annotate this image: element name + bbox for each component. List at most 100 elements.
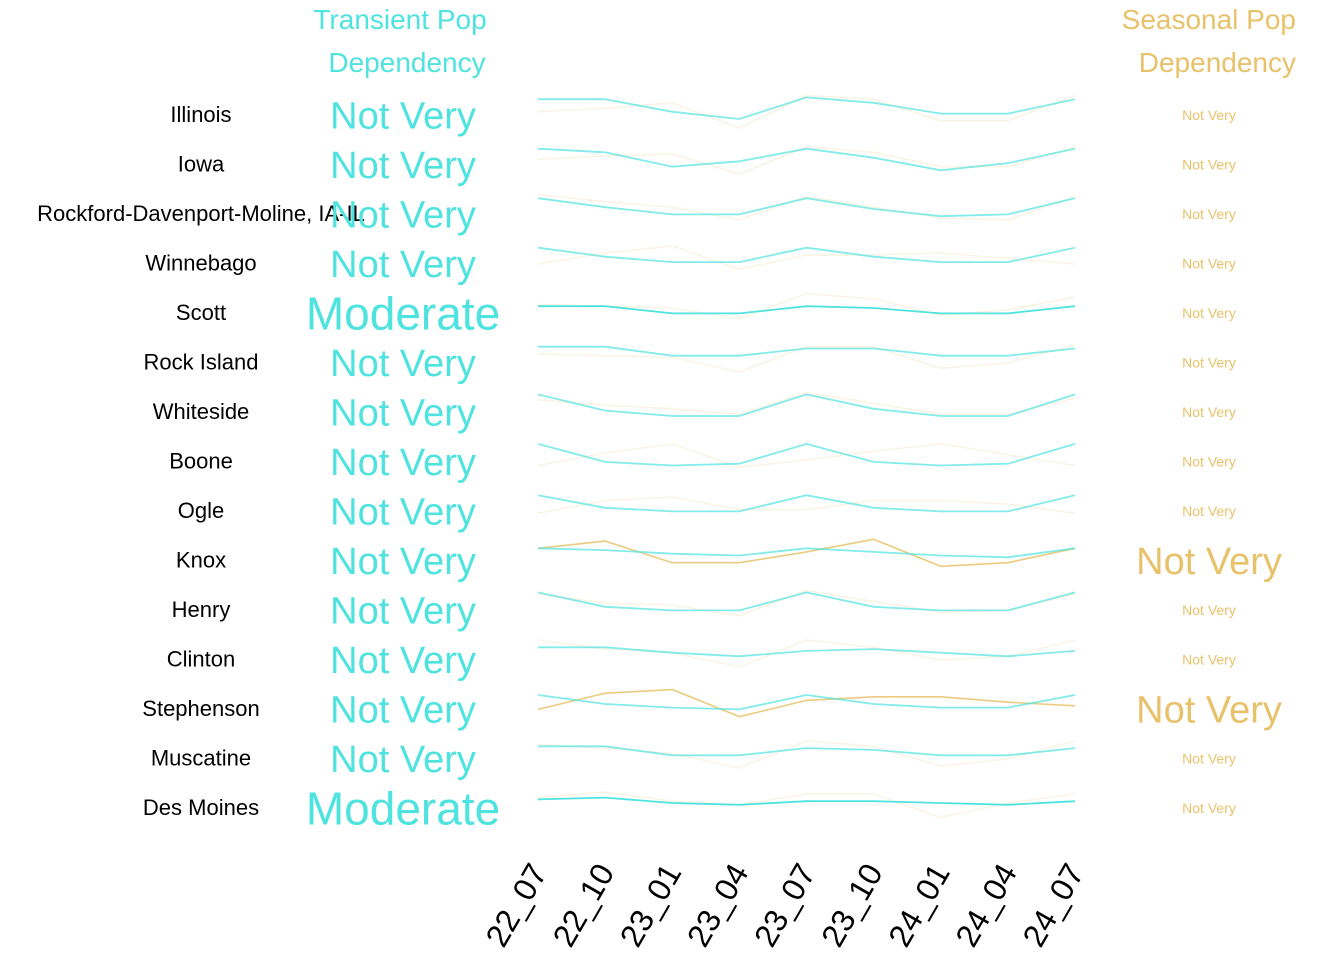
transient-dependency-label: Moderate bbox=[306, 783, 500, 835]
transient-dependency-label: Not Very bbox=[330, 541, 476, 583]
chart-row: Ogle Not Very Not Very bbox=[178, 492, 1236, 534]
transient-series-line bbox=[538, 646, 1076, 658]
region-label: Henry bbox=[172, 597, 231, 622]
transient-dependency-label: Not Very bbox=[330, 244, 476, 286]
transient-series-line bbox=[538, 305, 1076, 315]
transient-dependency-label: Not Very bbox=[330, 145, 476, 187]
x-tick-label: 23_04 bbox=[680, 858, 756, 953]
transient-dependency-label: Not Very bbox=[330, 393, 476, 435]
x-axis-ticks: 22_0722_1023_0123_0423_0723_1024_0124_04… bbox=[478, 858, 1091, 953]
seasonal-dependency-label: Not Very bbox=[1182, 454, 1236, 470]
region-label: Des Moines bbox=[143, 795, 259, 820]
seasonal-dependency-label: Not Very bbox=[1182, 107, 1236, 123]
chart-row: Knox Not Very Not Very bbox=[176, 538, 1282, 583]
region-label: Ogle bbox=[178, 498, 224, 523]
region-label: Muscatine bbox=[151, 746, 251, 771]
region-label: Clinton bbox=[167, 647, 235, 672]
seasonal-series-line bbox=[537, 589, 1076, 617]
chart-row: Clinton Not Very Not Very bbox=[167, 639, 1236, 682]
chart-row: Illinois Not Very Not Very bbox=[170, 94, 1236, 138]
x-tick-label: 23_01 bbox=[613, 858, 689, 953]
x-tick-label: 22_07 bbox=[478, 858, 554, 953]
seasonal-dependency-label: Not Very bbox=[1182, 800, 1236, 816]
chart-row: Henry Not Very Not Very bbox=[172, 589, 1236, 633]
seasonal-dependency-label: Not Very bbox=[1136, 541, 1282, 583]
transient-dependency-label: Not Very bbox=[330, 195, 476, 237]
chart-row: Scott Moderate Not Very bbox=[176, 288, 1236, 340]
transient-series-line bbox=[537, 694, 1076, 711]
x-tick-label: 23_07 bbox=[747, 858, 823, 953]
seasonal-series-line bbox=[537, 496, 1076, 514]
transient-dependency-label: Not Very bbox=[330, 442, 476, 484]
chart-row: Rock Island Not Very Not Very bbox=[144, 343, 1236, 385]
seasonal-series-line bbox=[537, 146, 1076, 175]
chart-row: Des Moines Moderate Not Very bbox=[143, 783, 1236, 835]
transient-series-line bbox=[538, 345, 1076, 357]
transient-dependency-label: Not Very bbox=[330, 739, 476, 781]
seasonal-dependency-label: Not Very bbox=[1182, 404, 1236, 420]
seasonal-dependency-label: Not Very bbox=[1182, 602, 1236, 618]
seasonal-dependency-label: Not Very bbox=[1136, 690, 1282, 732]
seasonal-series-line bbox=[537, 245, 1076, 271]
transient-dependency-label: Not Very bbox=[330, 96, 476, 138]
transient-series-line bbox=[537, 393, 1076, 417]
transient-series-line bbox=[537, 796, 1076, 806]
transient-dependency-label: Not Very bbox=[330, 690, 476, 732]
transient-header-line-2: Dependency bbox=[328, 47, 485, 78]
seasonal-dependency-label: Not Very bbox=[1182, 305, 1236, 321]
chart-row: Muscatine Not Very Not Very bbox=[151, 739, 1236, 781]
region-label: Rock Island bbox=[144, 350, 259, 375]
transient-dependency-label: Not Very bbox=[330, 640, 476, 682]
transient-series-line bbox=[538, 745, 1076, 757]
seasonal-series-line bbox=[537, 688, 1076, 718]
transient-series-line bbox=[537, 591, 1076, 612]
seasonal-series-line bbox=[537, 292, 1076, 320]
seasonal-header-line-1: Seasonal Pop bbox=[1122, 4, 1296, 35]
transient-series-line bbox=[538, 96, 1076, 120]
region-label: Stephenson bbox=[142, 696, 259, 721]
transient-series-line bbox=[537, 147, 1076, 172]
region-label: Iowa bbox=[178, 152, 225, 177]
transient-series-line bbox=[537, 494, 1076, 513]
seasonal-series-line bbox=[537, 344, 1076, 373]
region-label: Winnebago bbox=[145, 251, 256, 276]
region-label: Whiteside bbox=[153, 399, 250, 424]
transient-series-line bbox=[537, 197, 1076, 218]
transient-dependency-label: Not Very bbox=[330, 343, 476, 385]
seasonal-series-line bbox=[537, 94, 1076, 129]
x-tick-label: 24_01 bbox=[881, 858, 957, 953]
transient-dependency-label: Not Very bbox=[330, 492, 476, 534]
seasonal-series-line bbox=[537, 391, 1076, 416]
seasonal-header-line-2: Dependency bbox=[1139, 47, 1296, 78]
transient-dependency-label: Not Very bbox=[330, 591, 476, 633]
seasonal-series-line bbox=[537, 538, 1076, 568]
region-label: Rockford-Davenport-Moline, IA-IL bbox=[37, 201, 365, 226]
region-label: Knox bbox=[176, 548, 226, 573]
x-tick-label: 24_04 bbox=[948, 858, 1024, 953]
transient-series-line bbox=[537, 246, 1076, 264]
seasonal-dependency-label: Not Very bbox=[1182, 355, 1236, 371]
seasonal-series-line bbox=[537, 639, 1076, 668]
seasonal-series-line bbox=[537, 791, 1076, 819]
chart-rows: Illinois Not Very Not Very Iowa Not Very Not … bbox=[37, 94, 1282, 835]
seasonal-dependency-label: Not Very bbox=[1182, 157, 1236, 173]
transient-dependency-label: Moderate bbox=[306, 288, 500, 340]
chart-row: Stephenson Not Very Not Very bbox=[142, 688, 1282, 732]
x-tick-label: 24_07 bbox=[1015, 858, 1091, 953]
chart-row: Whiteside Not Very Not Very bbox=[153, 391, 1236, 435]
transient-series-line bbox=[537, 547, 1076, 559]
seasonal-dependency-label: Not Very bbox=[1182, 652, 1236, 668]
seasonal-dependency-label: Not Very bbox=[1182, 206, 1236, 222]
x-tick-label: 23_10 bbox=[814, 858, 890, 953]
seasonal-dependency-label: Not Very bbox=[1182, 256, 1236, 272]
x-tick-label: 22_10 bbox=[546, 858, 622, 953]
seasonal-series-line bbox=[537, 443, 1076, 469]
chart-row: Boone Not Very Not Very bbox=[169, 442, 1236, 484]
region-label: Scott bbox=[176, 300, 226, 325]
region-label: Illinois bbox=[170, 102, 231, 127]
seasonal-series-line bbox=[537, 193, 1076, 221]
transient-header-line-1: Transient Pop bbox=[313, 4, 486, 35]
seasonal-dependency-label: Not Very bbox=[1182, 751, 1236, 767]
